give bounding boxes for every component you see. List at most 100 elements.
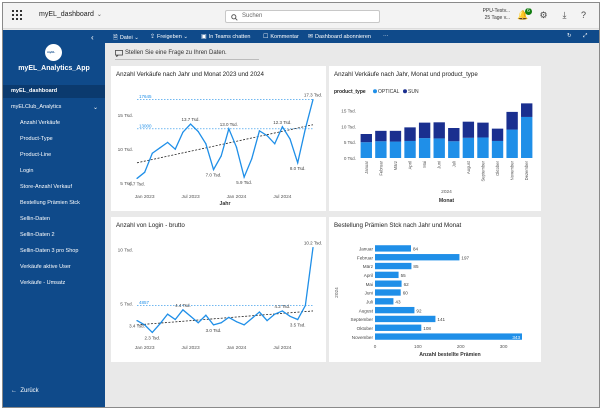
sidebar-item[interactable]: Verkäufe aktive User xyxy=(20,264,71,270)
tile-login-line[interactable]: Anzahl von Login - brutto 5 Tsd. 10 Tsd. 4… xyxy=(111,217,326,362)
chart-verkaeufe: 5 Tsd. 10 Tsd. 15 Tsd. 17645 13000 5.7 Tsd. 13… xyxy=(118,93,322,207)
sidebar-item[interactable]: myELClub_Analytics xyxy=(11,104,62,110)
sidebar-item[interactable]: myEL_dashboard xyxy=(3,85,105,98)
data-point xyxy=(251,158,253,160)
y-axis-label: 2024 xyxy=(334,287,340,298)
tile-praemien-bar[interactable]: Bestellung Prämien Stck nach Jahr und Mo… xyxy=(329,217,541,362)
data-point xyxy=(251,317,253,320)
file-menu[interactable]: 🗎 Datei ⌄ xyxy=(113,35,139,41)
bar-sun xyxy=(462,121,475,138)
sidebar-item[interactable]: Store-Anzahl Verkauf xyxy=(20,184,72,190)
data-point xyxy=(289,315,291,317)
data-label: 84 xyxy=(413,247,419,252)
share-icon: ⇪ xyxy=(150,34,156,40)
bar-optical xyxy=(506,129,518,158)
data-point xyxy=(174,148,176,150)
chevron-down-icon: ⌄ xyxy=(96,12,102,18)
qa-input[interactable]: Stellen Sie eine Frage zu Ihren Daten. xyxy=(115,48,259,60)
data-label: 43 xyxy=(395,299,401,304)
help-icon[interactable]: ? xyxy=(580,10,586,20)
subscribe-button[interactable]: ✉ Dashboard abonnieren xyxy=(308,34,371,40)
sidebar-item[interactable]: Product-Line xyxy=(20,152,52,158)
data-label: 2.3 Tsd. xyxy=(144,335,160,340)
sidebar-item[interactable]: Anzahl Verkäufe xyxy=(20,120,61,126)
bar-optical xyxy=(491,140,504,158)
sidebar-item[interactable]: Verkäufe - Umsatz xyxy=(20,280,66,286)
tile-verkaeufe-line[interactable]: Anzahl Verkäufe nach Jahr und Monat 2023… xyxy=(111,66,326,211)
x-tick-label: Mai xyxy=(422,161,427,168)
chevron-down-icon[interactable]: ⌄ xyxy=(93,105,99,111)
app-title[interactable]: myEL_dashboard ⌄ xyxy=(39,11,102,18)
sidebar-item[interactable]: Login xyxy=(20,168,34,174)
data-point xyxy=(151,331,153,334)
data-point xyxy=(297,162,299,164)
y-tick-label: 10 Tsd. xyxy=(118,248,133,254)
data-label: 3.0 Tsd. xyxy=(206,328,222,333)
data-point xyxy=(274,143,276,145)
chat-icon xyxy=(115,50,123,57)
data-point xyxy=(197,130,199,133)
sidebar-item[interactable]: Sellin-Daten 3 pro Shop xyxy=(20,248,79,254)
data-point xyxy=(289,138,291,140)
data-point xyxy=(228,128,230,130)
x-axis-label: Anzahl bestellte Prämien xyxy=(419,352,480,358)
gear-icon[interactable]: ⚙ xyxy=(539,10,548,20)
x-tick-label: August xyxy=(466,160,471,174)
data-point xyxy=(258,311,261,313)
bar xyxy=(375,289,401,296)
bar-sun xyxy=(491,128,504,141)
legend-title: product_type xyxy=(334,89,366,95)
download-icon[interactable]: ⤓ xyxy=(562,10,567,20)
bar-sun xyxy=(506,111,518,130)
fullscreen-icon[interactable]: ⤢ xyxy=(583,33,588,39)
chart-title: Anzahl Verkäufe nach Jahr und Monat 2023… xyxy=(116,71,264,78)
x-tick-label: Februar xyxy=(378,160,383,175)
y-tick-label: Juni xyxy=(365,291,373,296)
y-tick-label: Juli xyxy=(366,299,373,304)
data-point xyxy=(220,322,222,324)
bar-sun xyxy=(375,130,387,142)
data-point xyxy=(312,246,314,249)
x-tick-label: April xyxy=(408,161,413,169)
bar-optical xyxy=(418,138,431,158)
account-info[interactable]: PPU-Testv... 25 Tage v... xyxy=(482,8,510,21)
data-point xyxy=(266,135,268,137)
tile-product-type-bar[interactable]: Anzahl Verkäufe nach Jahr, Monat und pro… xyxy=(329,66,541,211)
more-button[interactable]: ··· xyxy=(383,33,389,39)
data-point xyxy=(212,324,215,326)
data-label: 108 xyxy=(423,326,431,331)
y-tick-label: 5 Tsd. xyxy=(120,301,133,307)
x-tick-label: Jul 2023 xyxy=(181,345,199,351)
bar-sun xyxy=(360,134,372,143)
search-input[interactable]: Suchen xyxy=(225,10,380,23)
app-launcher-icon[interactable] xyxy=(12,10,23,21)
refresh-icon[interactable]: ↻ xyxy=(567,33,572,39)
data-point xyxy=(266,320,268,322)
x-tick-label: Jul 2023 xyxy=(181,194,199,200)
bar-sun xyxy=(448,128,460,142)
sidebar-item[interactable]: Sellin-Daten xyxy=(20,216,50,222)
sidebar-item[interactable]: Bestellung Prämien Stck xyxy=(20,200,80,206)
bell-icon[interactable]: 🔔 xyxy=(517,10,529,20)
y-tick-label: 5 Tsd. xyxy=(120,181,133,187)
share-menu[interactable]: ⇪ Freigeben ⌄ xyxy=(150,34,188,40)
collapse-sidebar-icon[interactable]: ‹ xyxy=(91,33,94,42)
data-label: 60 xyxy=(403,291,409,296)
data-point xyxy=(144,324,146,326)
x-tick-label: Jan 2023 xyxy=(135,194,155,200)
teams-chat-button[interactable]: ▣ In Teams chatten xyxy=(201,34,251,40)
command-bar: 🗎 Datei ⌄ ⇪ Freigeben ⌄ ▣ In Teams chatten … xyxy=(105,30,599,43)
data-label: 17.3 Tsd. xyxy=(304,93,322,98)
sidebar-item[interactable]: Sellin-Daten 2 xyxy=(20,232,55,238)
bar-sun xyxy=(521,103,533,117)
data-point xyxy=(228,316,230,318)
sidebar-item[interactable]: Product-Type xyxy=(20,136,53,142)
y-tick-label: 10 Tsd. xyxy=(118,147,133,153)
x-tick-label: Jul 2024 xyxy=(273,194,291,200)
back-button[interactable]: ← Zurück xyxy=(11,388,39,394)
data-point xyxy=(182,131,184,133)
file-icon: 🗎 xyxy=(113,35,118,41)
comment-button[interactable]: ☐ Kommentar xyxy=(263,34,299,40)
data-point xyxy=(281,310,283,312)
top-bar: myEL_dashboard ⌄ Suchen PPU-Testv... 25 Ta… xyxy=(3,3,599,29)
